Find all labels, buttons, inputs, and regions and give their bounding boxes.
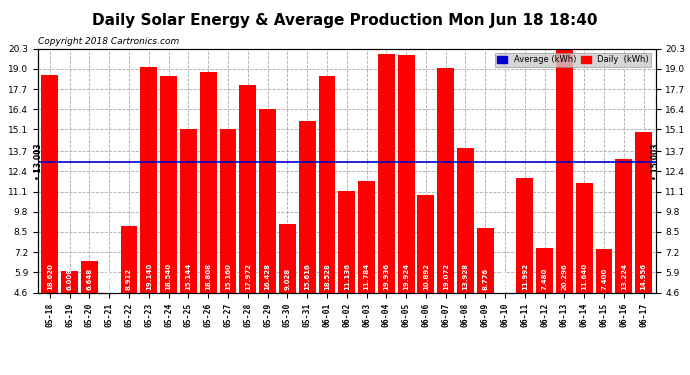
Bar bbox=[319, 76, 335, 292]
Bar bbox=[378, 54, 395, 292]
Text: 13.928: 13.928 bbox=[462, 263, 469, 290]
Bar bbox=[219, 129, 237, 292]
Bar bbox=[81, 261, 98, 292]
Text: 17.972: 17.972 bbox=[245, 263, 250, 290]
Bar bbox=[536, 248, 553, 292]
Bar bbox=[477, 228, 493, 292]
Bar bbox=[615, 159, 632, 292]
Bar bbox=[497, 292, 513, 364]
Bar bbox=[140, 67, 157, 292]
Bar bbox=[200, 72, 217, 292]
Text: 15.160: 15.160 bbox=[225, 263, 231, 290]
Text: 13.224: 13.224 bbox=[621, 263, 627, 290]
Bar bbox=[180, 129, 197, 292]
Bar bbox=[259, 109, 276, 292]
Text: 20.296: 20.296 bbox=[562, 263, 567, 290]
Text: 15.144: 15.144 bbox=[186, 263, 191, 290]
Bar bbox=[160, 76, 177, 292]
Text: Daily Solar Energy & Average Production Mon Jun 18 18:40: Daily Solar Energy & Average Production … bbox=[92, 13, 598, 28]
Text: 18.528: 18.528 bbox=[324, 263, 330, 290]
Text: 19.072: 19.072 bbox=[443, 263, 448, 290]
Bar bbox=[556, 49, 573, 292]
Text: 7.480: 7.480 bbox=[542, 268, 548, 290]
Bar bbox=[595, 249, 613, 292]
Text: 19.924: 19.924 bbox=[403, 263, 409, 290]
Bar bbox=[101, 292, 117, 364]
Text: 0.000: 0.000 bbox=[106, 270, 112, 292]
Bar bbox=[239, 85, 256, 292]
Bar bbox=[417, 195, 434, 292]
Bar bbox=[635, 132, 652, 292]
Text: 19.936: 19.936 bbox=[384, 263, 389, 290]
Bar bbox=[437, 68, 454, 292]
Text: 9.028: 9.028 bbox=[284, 268, 290, 290]
Text: 7.400: 7.400 bbox=[601, 268, 607, 290]
Bar bbox=[338, 191, 355, 292]
Text: 18.540: 18.540 bbox=[166, 263, 172, 290]
Text: 6.008: 6.008 bbox=[67, 268, 72, 290]
Text: 19.140: 19.140 bbox=[146, 263, 152, 290]
Bar bbox=[299, 122, 315, 292]
Text: 18.808: 18.808 bbox=[205, 263, 211, 290]
Text: 11.136: 11.136 bbox=[344, 263, 350, 290]
Bar bbox=[397, 55, 415, 292]
Text: 16.428: 16.428 bbox=[264, 263, 270, 290]
Bar bbox=[121, 225, 137, 292]
Bar bbox=[358, 181, 375, 292]
Bar bbox=[576, 183, 593, 292]
Bar bbox=[457, 148, 474, 292]
Text: • 13.003: • 13.003 bbox=[34, 144, 43, 180]
Text: 0.000: 0.000 bbox=[502, 270, 508, 292]
Text: 10.892: 10.892 bbox=[423, 263, 429, 290]
Bar bbox=[41, 75, 58, 292]
Text: 8.912: 8.912 bbox=[126, 268, 132, 290]
Bar bbox=[516, 178, 533, 292]
Legend: Average (kWh), Daily  (kWh): Average (kWh), Daily (kWh) bbox=[495, 53, 651, 67]
Text: Copyright 2018 Cartronics.com: Copyright 2018 Cartronics.com bbox=[38, 38, 179, 46]
Text: 8.776: 8.776 bbox=[482, 268, 489, 290]
Text: 14.956: 14.956 bbox=[640, 263, 647, 290]
Text: 11.784: 11.784 bbox=[364, 263, 370, 290]
Text: 18.620: 18.620 bbox=[47, 263, 53, 290]
Bar bbox=[279, 224, 296, 292]
Text: 11.640: 11.640 bbox=[581, 263, 587, 290]
Text: 15.616: 15.616 bbox=[304, 263, 310, 290]
Text: 6.648: 6.648 bbox=[86, 268, 92, 290]
Text: • 15.003: • 15.003 bbox=[651, 144, 660, 180]
Text: 11.992: 11.992 bbox=[522, 263, 528, 290]
Bar bbox=[61, 271, 78, 292]
